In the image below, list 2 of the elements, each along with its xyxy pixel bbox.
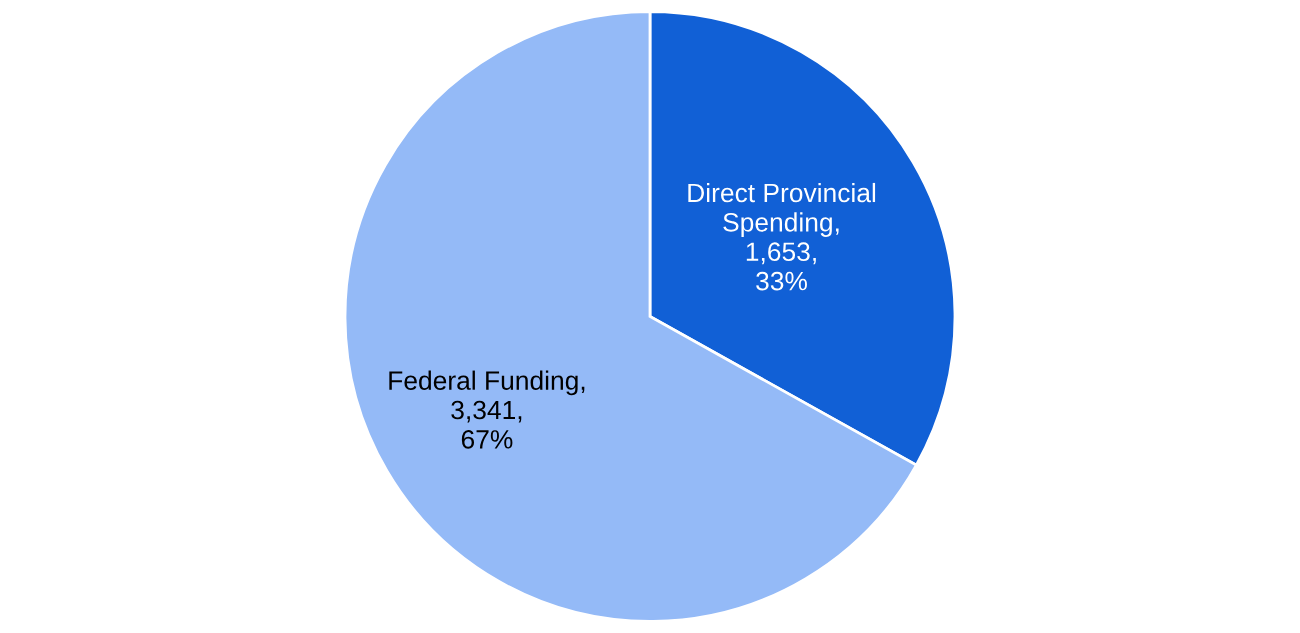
slice-label: Federal Funding, 3,341, 67%	[389, 370, 585, 449]
slice-label: Direct Provincial Spending, 1,653, 33%	[688, 182, 876, 291]
